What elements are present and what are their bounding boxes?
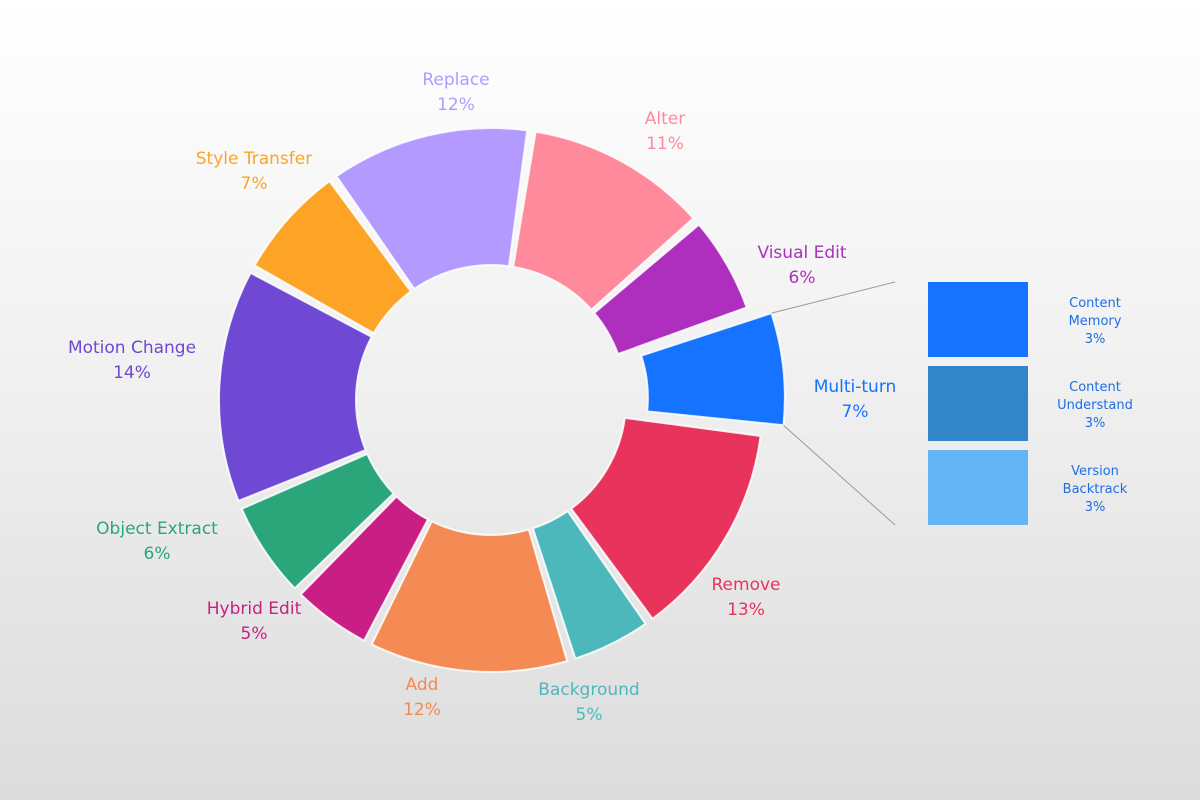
label-percent: 6% <box>144 544 171 564</box>
slice-add <box>370 519 569 673</box>
slice-replace <box>335 127 529 291</box>
breakdown-percent: 3% <box>1085 416 1106 431</box>
label-percent: 5% <box>241 624 268 644</box>
breakdown-name-line: Version <box>1071 464 1119 479</box>
breakdown-label-version-backtrack: Version Backtrack 3% <box>1063 464 1128 515</box>
breakdown-name-line: Content <box>1069 296 1121 311</box>
label-background: Background 5% <box>538 680 639 725</box>
label-motion-change: Motion Change 14% <box>68 338 196 383</box>
label-alter: Alter 11% <box>645 109 685 154</box>
slice-style-transfer <box>253 179 413 335</box>
label-add: Add 12% <box>403 675 441 720</box>
breakdown-label-content-memory: Content Memory 3% <box>1069 296 1122 347</box>
slice-labels: Multi-turn 7% Remove 13% Background 5% Add 12% H… <box>68 70 896 725</box>
connector-line-top <box>771 281 896 314</box>
breakdown-name-line: Understand <box>1057 398 1133 413</box>
label-percent: 14% <box>113 363 151 383</box>
label-name: Motion Change <box>68 338 196 358</box>
breakdown-label-content-understand: Content Understand 3% <box>1057 380 1133 431</box>
slice-hybrid-edit <box>299 495 430 642</box>
slice-visual-edit <box>592 223 749 356</box>
label-name: Background <box>538 680 639 700</box>
slice-background <box>531 509 647 660</box>
slice-multi-turn <box>639 311 786 427</box>
label-percent: 12% <box>437 95 475 115</box>
breakdown-box-content-memory <box>928 282 1028 357</box>
breakdown-panel: Content Memory 3%Content Understand 3%Versio… <box>771 281 1133 526</box>
label-name: Remove <box>712 575 781 595</box>
label-name: Visual Edit <box>757 243 846 263</box>
label-percent: 7% <box>241 174 268 194</box>
label-object-extract: Object Extract 6% <box>96 519 218 564</box>
label-percent: 7% <box>842 402 869 422</box>
slice-remove <box>569 416 762 621</box>
breakdown-box-version-backtrack <box>928 450 1028 525</box>
label-replace: Replace 12% <box>422 70 489 115</box>
slice-motion-change <box>218 271 373 503</box>
label-percent: 11% <box>646 134 684 154</box>
breakdown-box-content-understand <box>928 366 1028 441</box>
breakdown-percent: 3% <box>1085 332 1106 347</box>
label-name: Add <box>406 675 439 695</box>
label-percent: 6% <box>789 268 816 288</box>
label-name: Style Transfer <box>196 149 312 169</box>
donut-slices <box>218 127 786 673</box>
breakdown-name-line: Memory <box>1069 314 1122 329</box>
slice-object-extract <box>240 452 395 590</box>
label-percent: 12% <box>403 700 441 720</box>
label-percent: 5% <box>576 705 603 725</box>
label-style-transfer: Style Transfer 7% <box>196 149 312 194</box>
label-percent: 13% <box>727 600 765 620</box>
label-visual-edit: Visual Edit 6% <box>757 243 846 288</box>
label-name: Object Extract <box>96 519 218 539</box>
label-name: Replace <box>422 70 489 90</box>
breakdown-name-line: Backtrack <box>1063 482 1128 497</box>
label-name: Alter <box>645 109 685 129</box>
label-hybrid-edit: Hybrid Edit 5% <box>207 599 302 644</box>
label-remove: Remove 13% <box>712 575 781 620</box>
breakdown-name-line: Content <box>1069 380 1121 395</box>
label-name: Hybrid Edit <box>207 599 302 619</box>
label-multi-turn: Multi-turn 7% <box>814 377 897 422</box>
slice-alter <box>512 130 695 312</box>
connector-line-bottom <box>783 424 896 526</box>
label-name: Multi-turn <box>814 377 897 397</box>
breakdown-percent: 3% <box>1085 500 1106 515</box>
